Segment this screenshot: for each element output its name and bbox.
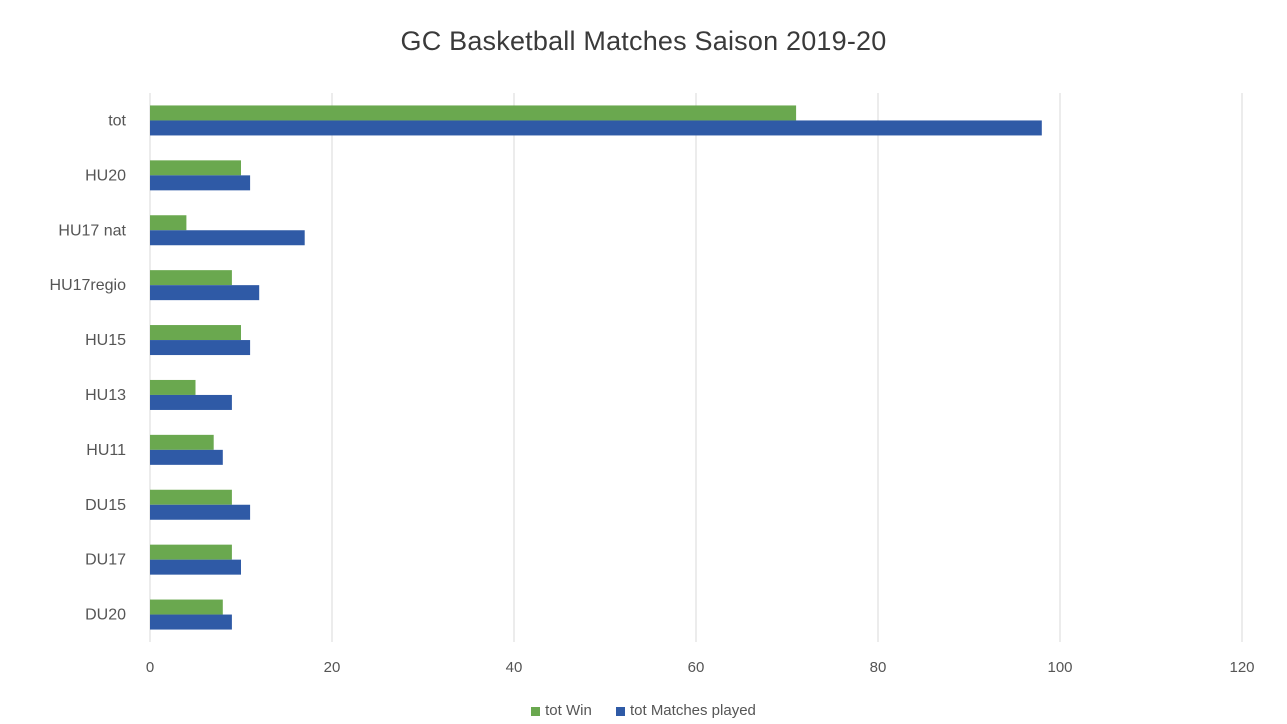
x-tick-40: 40: [506, 659, 523, 676]
bar-tot-win: [150, 105, 797, 121]
bar-hu15-win: [150, 325, 241, 341]
legend-swatch-win: [531, 706, 541, 716]
bar-tot-played: [150, 120, 1042, 136]
bar-hu17regio-win: [150, 270, 232, 286]
bar-hu17regio-played: [150, 285, 260, 301]
legend-item-played: tot Matches played: [615, 702, 756, 719]
bar-hu13-played: [150, 394, 232, 410]
x-tick-labels: 0 20 40 60 80 100 120: [146, 659, 1255, 676]
bar-hu15-played: [150, 340, 251, 356]
category-label-hu17-nat: HU17 nat: [58, 222, 126, 239]
bar-du17-win: [150, 544, 232, 560]
chart-title: GC Basketball Matches Saison 2019-20: [400, 26, 887, 56]
bar-du17-played: [150, 559, 241, 575]
bar-hu11-played: [150, 449, 223, 465]
legend-label-played: tot Matches played: [629, 702, 756, 719]
x-tick-100: 100: [1047, 659, 1072, 676]
bar-hu11-win: [150, 434, 214, 450]
bar-du20-win: [150, 599, 223, 615]
bar-chart: tot HU20 HU17 nat HU17regio HU15 HU13 HU11 DU15…: [50, 93, 1255, 676]
bar-hu13-win: [150, 379, 196, 395]
legend-swatch-played: [615, 706, 625, 716]
bar-du20-played: [150, 614, 232, 630]
bar-hu17-nat-win: [150, 215, 187, 231]
category-label-du20: DU20: [85, 607, 126, 624]
category-label-hu13: HU13: [85, 387, 126, 404]
category-label-du17: DU17: [85, 552, 126, 569]
x-tick-20: 20: [324, 659, 341, 676]
legend: tot Win tot Matches played: [0, 702, 1287, 719]
x-tick-120: 120: [1229, 659, 1254, 676]
category-label-hu17regio: HU17regio: [50, 277, 127, 294]
legend-label-win: tot Win: [545, 702, 592, 719]
legend-item-win: tot Win: [531, 702, 592, 719]
bar-hu17-nat-played: [150, 230, 305, 246]
bars: [150, 105, 1042, 630]
x-tick-60: 60: [688, 659, 705, 676]
category-labels: tot HU20 HU17 nat HU17regio HU15 HU13 HU11 DU15…: [50, 112, 127, 623]
bar-hu20-played: [150, 175, 251, 191]
x-tick-80: 80: [870, 659, 887, 676]
bar-du15-win: [150, 489, 232, 505]
gridlines: [149, 93, 1243, 642]
bar-du15-played: [150, 504, 251, 520]
category-label-hu15: HU15: [85, 332, 126, 349]
category-label-du15: DU15: [85, 497, 126, 514]
bar-hu20-win: [150, 160, 241, 176]
category-label-tot: tot: [108, 112, 126, 129]
category-label-hu20: HU20: [85, 167, 126, 184]
x-tick-0: 0: [146, 659, 154, 676]
category-label-hu11: HU11: [86, 442, 126, 459]
